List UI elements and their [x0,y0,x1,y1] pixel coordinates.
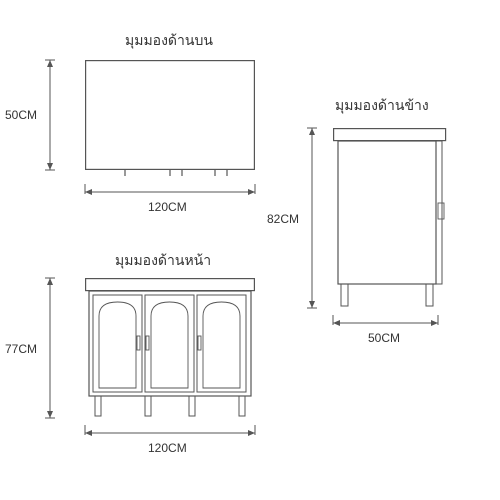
front-view-label: มุมมองด้านหน้า [115,250,211,272]
front-view-drawing [85,278,255,423]
front-view-height-dim [35,276,65,421]
top-view-height-dim [35,58,65,172]
top-view-width-label: 120CM [148,200,187,214]
top-view-label: มุมมองด้านบน [125,30,213,52]
top-view-width-dim [83,182,257,202]
side-view-height-label: 82CM [267,212,299,226]
top-view-drawing [85,60,255,180]
front-view-width-label: 120CM [148,441,187,455]
top-view-height-label: 50CM [5,108,37,122]
side-view-width-dim [331,313,441,333]
side-view-width-label: 50CM [368,331,400,345]
front-view-width-dim [83,423,257,443]
front-view-height-label: 77CM [5,342,37,356]
side-view-height-dim [297,126,327,311]
side-view-label: มุมมองด้านข้าง [335,95,429,117]
side-view-drawing [333,128,451,313]
